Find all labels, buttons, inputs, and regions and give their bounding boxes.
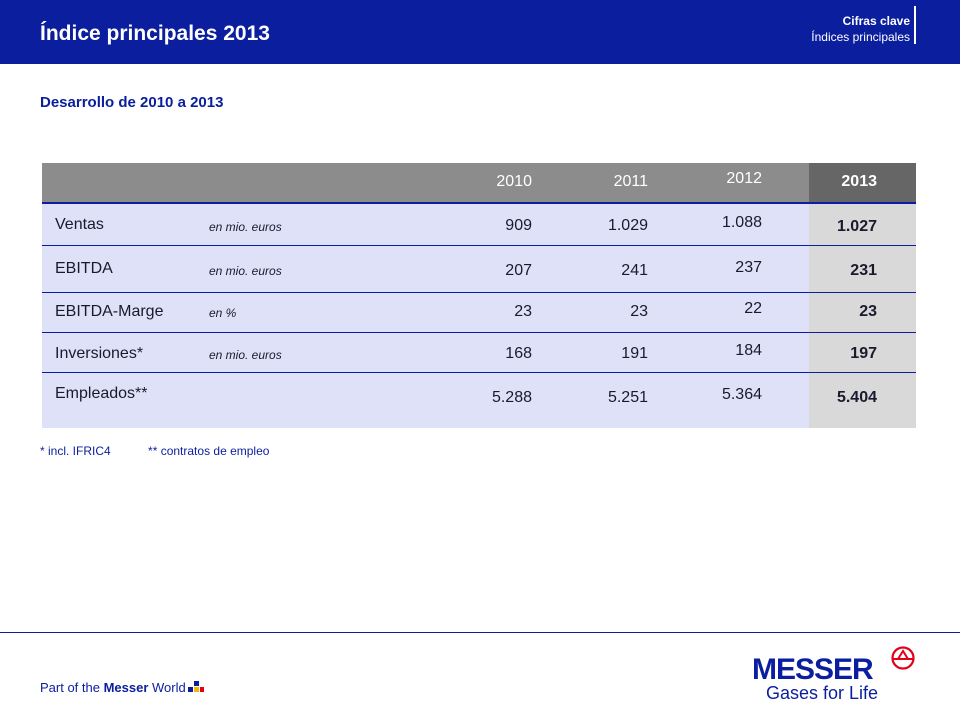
page-title: Índice principales 2013 [40, 22, 270, 45]
year-header-2013: 2013 [841, 173, 877, 190]
tagline-suffix: World [148, 680, 186, 695]
footer-tagline: Part of the Messer World [40, 680, 186, 695]
value-2011: 1.029 [607, 217, 648, 234]
value-2012: 237 [735, 259, 762, 276]
row-label-inversiones: Inversiones* [55, 345, 144, 362]
row-divider [42, 372, 916, 373]
table-body-background [42, 163, 809, 428]
row-divider [42, 292, 916, 293]
year-header-2011: 2011 [613, 173, 648, 190]
year-header-2010: 2010 [496, 173, 532, 190]
value-2012: 1.088 [721, 214, 762, 231]
breadcrumb-section[interactable]: Cifras clave [842, 14, 910, 28]
brand-squares-icon [188, 681, 204, 693]
value-2013: 231 [850, 262, 877, 279]
value-2013: 197 [850, 345, 877, 362]
footer-divider [0, 632, 960, 633]
row-label-ventas: Ventas [55, 216, 104, 233]
messer-emblem-icon [891, 646, 915, 670]
footnote-ifric4: * incl. IFRIC4 [40, 444, 111, 458]
header-divider [914, 6, 916, 44]
messer-logo: MESSER Gases for Life [752, 645, 922, 705]
breadcrumb: Cifras clave Índices principales [811, 13, 910, 45]
tagline-prefix: Part of the [40, 680, 104, 695]
row-label-ebitda-marge: EBITDA-Marge [55, 303, 164, 320]
row-unit: en mio. euros [209, 348, 282, 362]
value-2013: 1.027 [836, 218, 877, 235]
value-2012: 184 [735, 342, 762, 359]
header-bar: Índice principales 2013 Cifras clave Índ… [0, 0, 960, 64]
row-divider [42, 202, 916, 204]
value-2012: 5.364 [721, 386, 762, 403]
row-label-empleados: Empleados** [55, 385, 148, 402]
logo-wordmark: MESSER [752, 653, 874, 686]
value-2013: 23 [859, 303, 877, 320]
row-divider [42, 332, 916, 333]
value-2011: 191 [621, 345, 648, 362]
value-2013: 5.404 [836, 389, 877, 406]
kpi-table: 2010 2011 2012 2013 Ventas en mio. euros… [42, 163, 916, 428]
value-2010: 168 [505, 345, 532, 362]
footnote-contratos: ** contratos de empleo [148, 444, 270, 458]
row-divider [42, 245, 916, 246]
table-highlight-column [809, 163, 916, 428]
breadcrumb-page[interactable]: Índices principales [811, 30, 910, 44]
value-2011: 23 [630, 303, 648, 320]
row-unit: en % [209, 306, 237, 320]
value-2010: 23 [514, 303, 532, 320]
value-2010: 5.288 [491, 389, 532, 406]
value-2011: 5.251 [607, 389, 648, 406]
tagline-brand: Messer [103, 680, 149, 695]
row-label-ebitda: EBITDA [55, 260, 113, 277]
value-2010: 207 [505, 262, 532, 279]
row-unit: en mio. euros [209, 264, 282, 278]
value-2010: 909 [505, 217, 532, 234]
year-header-2012: 2012 [726, 170, 762, 187]
row-unit: en mio. euros [209, 220, 282, 234]
value-2011: 241 [621, 262, 648, 279]
footnotes: * incl. IFRIC4 ** contratos de empleo [40, 444, 303, 458]
value-2012: 22 [744, 300, 762, 317]
logo-slogan: Gases for Life [766, 683, 879, 703]
table-header-highlight [809, 163, 916, 202]
section-subtitle: Desarrollo de 2010 a 2013 [40, 94, 224, 111]
table-header-row [42, 163, 809, 202]
